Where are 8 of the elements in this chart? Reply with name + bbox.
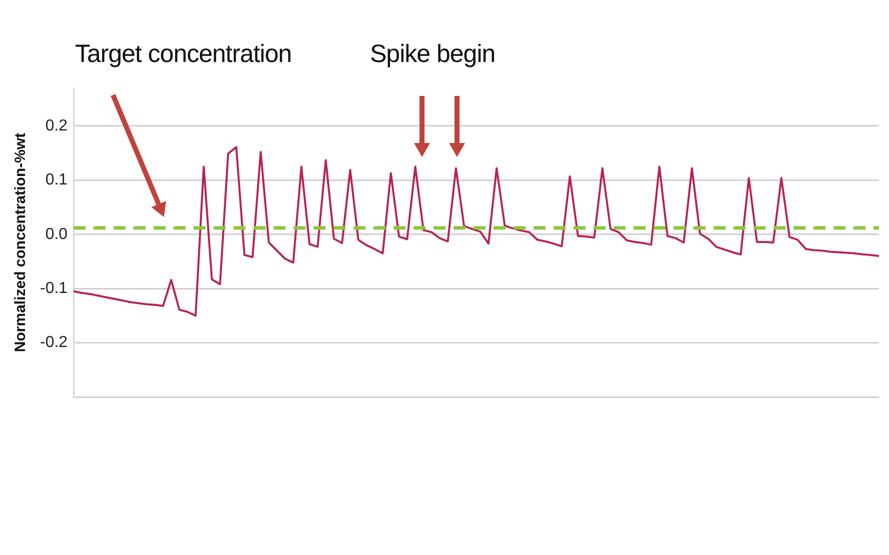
y-tick-label: 0.2 (45, 117, 68, 134)
y-tick-label: -0.2 (40, 334, 68, 352)
text: Spike begin (370, 40, 496, 69)
y-tick-label: 0.1 (45, 172, 68, 189)
y-tick-label: -0.1 (40, 280, 68, 297)
y-axis-title: Normalized concentration-%wt (12, 132, 30, 352)
y-tick-label: 0.0 (45, 226, 68, 243)
text: Target concentration (75, 40, 292, 69)
